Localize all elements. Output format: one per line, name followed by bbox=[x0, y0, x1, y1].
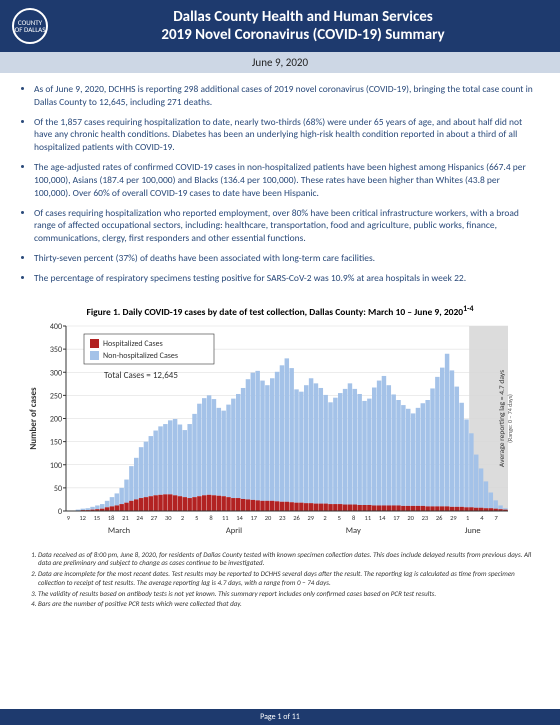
svg-text:24: 24 bbox=[136, 514, 143, 522]
svg-text:18: 18 bbox=[108, 514, 115, 522]
report-page: COUNTY OF DALLAS Dallas County Health an… bbox=[0, 0, 560, 725]
svg-text:4: 4 bbox=[480, 514, 484, 522]
svg-text:23: 23 bbox=[422, 514, 429, 522]
date-bar: June 9, 2020 bbox=[0, 52, 560, 73]
svg-text:400: 400 bbox=[50, 322, 62, 332]
svg-text:Total Cases = 12,645: Total Cases = 12,645 bbox=[104, 370, 178, 381]
footnotes: Data received as of 8:00 pm, June 8, 202… bbox=[0, 545, 560, 616]
summary-bullet: Thirty-seven percent (37%) of deaths hav… bbox=[34, 252, 538, 265]
svg-text:(Range: 0 – 74 days): (Range: 0 – 74 days) bbox=[506, 394, 514, 443]
svg-text:30: 30 bbox=[165, 514, 172, 522]
footnote: Bars are the number of positive PCR test… bbox=[38, 600, 534, 609]
svg-text:11: 11 bbox=[222, 514, 229, 522]
report-date: June 9, 2020 bbox=[252, 56, 308, 69]
svg-text:Non-hospitalized Cases: Non-hospitalized Cases bbox=[103, 351, 178, 361]
summary-bullet: The age-adjusted rates of confirmed COVI… bbox=[34, 161, 538, 199]
svg-text:300: 300 bbox=[50, 368, 62, 378]
svg-text:9: 9 bbox=[67, 514, 71, 522]
svg-text:20: 20 bbox=[407, 514, 414, 522]
header-text: Dallas County Health and Human Services … bbox=[58, 8, 548, 44]
svg-text:March: March bbox=[108, 526, 130, 536]
svg-text:50: 50 bbox=[54, 484, 62, 494]
svg-text:May: May bbox=[346, 526, 361, 536]
page-footer: Page 1 of 11 bbox=[0, 709, 560, 725]
svg-text:Number of cases: Number of cases bbox=[28, 387, 39, 450]
summary-bullet: As of June 9, 2020, DCHHS is reporting 2… bbox=[34, 83, 538, 109]
cases-bar-chart: 0501001502002503003504009121518212427302… bbox=[22, 320, 538, 545]
summary-bullets: As of June 9, 2020, DCHHS is reporting 2… bbox=[0, 73, 560, 298]
svg-text:1: 1 bbox=[466, 514, 469, 522]
svg-text:11: 11 bbox=[365, 514, 372, 522]
svg-text:17: 17 bbox=[393, 514, 400, 522]
svg-text:26: 26 bbox=[436, 514, 443, 522]
report-title: 2019 Novel Coronavirus (COVID-19) Summar… bbox=[58, 26, 548, 44]
svg-text:0: 0 bbox=[58, 507, 62, 517]
svg-text:8: 8 bbox=[209, 514, 213, 522]
svg-text:29: 29 bbox=[450, 514, 457, 522]
svg-text:Hospitalized Cases: Hospitalized Cases bbox=[103, 339, 163, 349]
header-bar: COUNTY OF DALLAS Dallas County Health an… bbox=[0, 0, 560, 52]
svg-text:20: 20 bbox=[265, 514, 272, 522]
svg-text:7: 7 bbox=[495, 514, 499, 522]
chart-container: 0501001502002503003504009121518212427302… bbox=[0, 320, 560, 545]
svg-text:8: 8 bbox=[352, 514, 356, 522]
svg-text:29: 29 bbox=[308, 514, 315, 522]
svg-text:150: 150 bbox=[50, 437, 62, 447]
svg-text:April: April bbox=[226, 526, 242, 536]
footnote: Data received as of 8:00 pm, June 8, 202… bbox=[38, 551, 534, 569]
svg-text:June: June bbox=[465, 526, 481, 536]
svg-text:17: 17 bbox=[250, 514, 257, 522]
summary-bullet: The percentage of respiratory specimens … bbox=[34, 272, 538, 285]
figure-title: Figure 1. Daily COVID-19 cases by date o… bbox=[0, 298, 560, 320]
svg-text:250: 250 bbox=[50, 391, 62, 401]
svg-text:14: 14 bbox=[379, 514, 386, 522]
svg-text:21: 21 bbox=[122, 514, 129, 522]
svg-text:26: 26 bbox=[293, 514, 300, 522]
footnote: The validity of results based on antibod… bbox=[38, 590, 534, 599]
footnote: Data are incomplete for the most recent … bbox=[38, 570, 534, 588]
svg-text:27: 27 bbox=[151, 514, 158, 522]
county-seal-icon: COUNTY OF DALLAS bbox=[12, 8, 48, 44]
svg-text:14: 14 bbox=[236, 514, 243, 522]
svg-text:5: 5 bbox=[338, 514, 341, 522]
svg-text:15: 15 bbox=[94, 514, 101, 522]
summary-bullet: Of the 1,857 cases requiring hospitaliza… bbox=[34, 116, 538, 154]
svg-text:2: 2 bbox=[323, 514, 327, 522]
svg-text:5: 5 bbox=[195, 514, 198, 522]
svg-text:100: 100 bbox=[50, 460, 62, 470]
svg-text:23: 23 bbox=[279, 514, 286, 522]
svg-text:350: 350 bbox=[50, 345, 62, 355]
org-name: Dallas County Health and Human Services bbox=[58, 8, 548, 26]
svg-text:2: 2 bbox=[181, 514, 185, 522]
svg-text:12: 12 bbox=[79, 514, 86, 522]
summary-bullet: Of cases requiring hospitalization who r… bbox=[34, 207, 538, 245]
svg-text:200: 200 bbox=[50, 414, 62, 424]
